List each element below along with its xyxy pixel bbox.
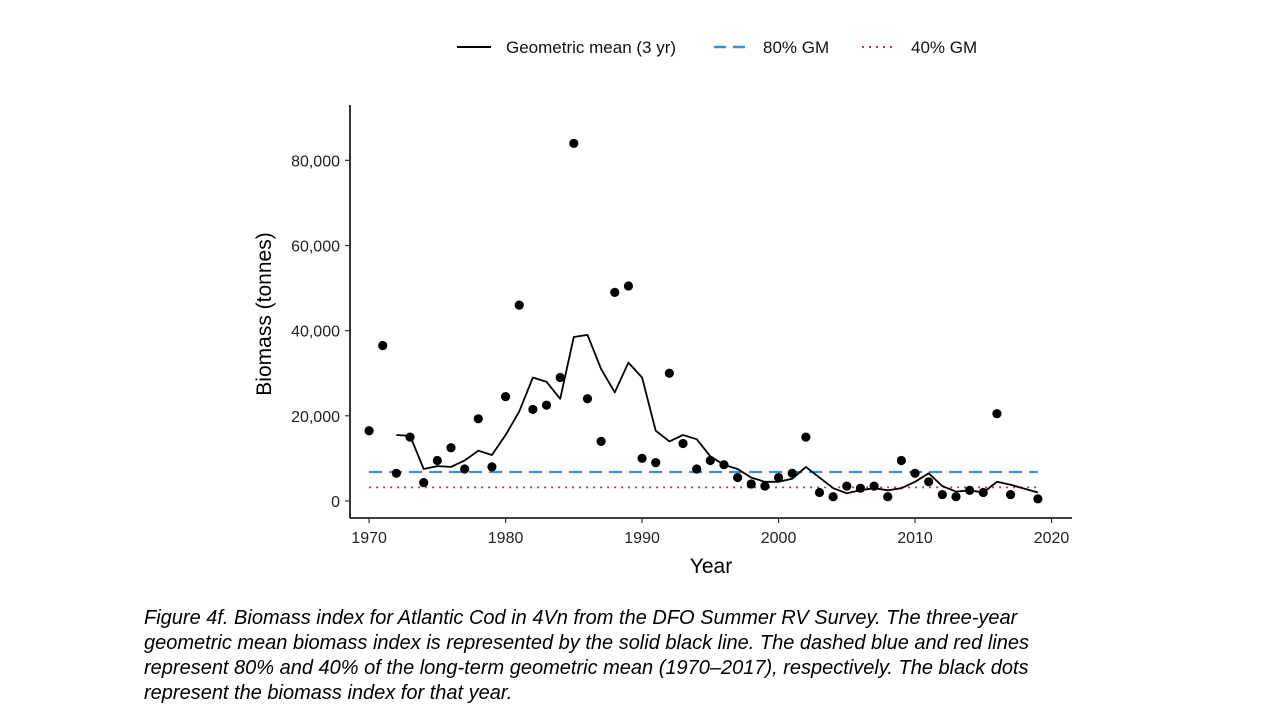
figure-caption: Figure 4f. Biomass index for Atlantic Co… [144, 606, 1154, 706]
biomass-point [978, 487, 988, 498]
y-tick-label: 0 [331, 494, 340, 511]
biomass-point [460, 464, 470, 474]
reference-lines [369, 470, 1038, 489]
biomass-point [842, 481, 852, 491]
y-tick-label: 80,000 [291, 153, 340, 170]
biomass-point [446, 443, 456, 453]
biomass-point [910, 468, 920, 478]
biomass-point [582, 394, 593, 404]
legend-label: 80% GM [763, 38, 829, 57]
biomass-point [937, 489, 947, 500]
legend: Geometric mean (3 yr) 80% GM 40% GM [457, 38, 977, 57]
biomass-point [719, 460, 729, 470]
biomass-point [664, 368, 674, 378]
biomass-point [610, 287, 620, 297]
biomass-point [924, 477, 934, 487]
biomass-point [541, 400, 552, 410]
biomass-point [965, 485, 975, 495]
biomass-point [500, 392, 511, 402]
biomass-point [828, 492, 838, 502]
legend-label: 40% GM [911, 38, 977, 57]
biomass-point [773, 472, 784, 483]
biomass-point [596, 436, 606, 446]
x-tick-label: 2000 [761, 530, 797, 547]
biomass-point [528, 404, 538, 415]
x-tick-label: 1970 [351, 530, 387, 547]
biomass-point [651, 458, 661, 468]
biomass-point [787, 468, 797, 478]
biomass-point [405, 432, 415, 442]
biomass-point [473, 414, 483, 424]
biomass-points [364, 138, 1043, 504]
biomass-point [432, 455, 442, 466]
biomass-point [705, 455, 715, 466]
biomass-point [364, 426, 374, 436]
biomass-point [1033, 494, 1043, 504]
x-tick-label: 1990 [624, 530, 660, 547]
y-tick-label: 20,000 [291, 409, 340, 426]
biomass-point [746, 479, 756, 489]
x-tick-label: 2020 [1034, 530, 1070, 547]
axes: 1970 1980 1990 2000 2010 2020 0 20,000 40,000 60,… [291, 105, 1072, 547]
biomass-point [419, 478, 429, 488]
biomass-point [1005, 489, 1016, 500]
biomass-point [569, 138, 579, 148]
biomass-point [896, 455, 906, 466]
biomass-point [391, 468, 402, 478]
biomass-point [514, 300, 524, 310]
caption-line-2: geometric mean biomass index is represen… [144, 632, 1029, 654]
biomass-point [637, 453, 647, 463]
biomass-point [733, 472, 743, 483]
caption-line-3: represent 80% and 40% of the long-term g… [144, 657, 1029, 679]
biomass-point [487, 462, 497, 472]
legend-label: Geometric mean (3 yr) [506, 38, 676, 57]
biomass-point [555, 372, 565, 383]
caption-line-4: represent the biomass index for that yea… [144, 682, 513, 704]
y-axis-title: Biomass (tonnes) [253, 232, 276, 395]
caption-line-1: Figure 4f. Biomass index for Atlantic Co… [144, 607, 1018, 629]
x-tick-label: 2010 [897, 530, 933, 547]
biomass-point [814, 487, 825, 498]
y-tick-label: 60,000 [291, 239, 340, 256]
biomass-point [760, 481, 770, 491]
biomass-point [869, 481, 879, 491]
x-tick-label: 1980 [488, 530, 524, 547]
biomass-point [951, 492, 961, 502]
biomass-point [623, 281, 634, 291]
biomass-point [801, 432, 811, 442]
biomass-point [378, 340, 388, 351]
biomass-chart: Geometric mean (3 yr) 80% GM 40% GM 1970 19… [253, 38, 1072, 578]
biomass-point [678, 438, 688, 449]
biomass-point [692, 464, 702, 474]
y-tick-label: 40,000 [291, 324, 340, 341]
biomass-point [883, 492, 893, 502]
biomass-point [855, 483, 866, 493]
x-axis-title: Year [690, 555, 732, 578]
biomass-point [992, 409, 1002, 419]
